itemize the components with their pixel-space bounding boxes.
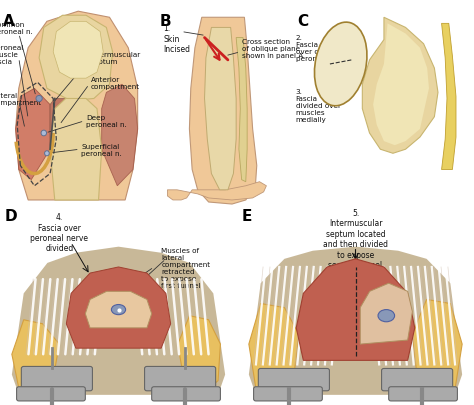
Polygon shape	[39, 16, 113, 101]
FancyBboxPatch shape	[145, 367, 216, 391]
Text: C: C	[298, 14, 309, 29]
Polygon shape	[53, 22, 103, 79]
Polygon shape	[205, 28, 236, 190]
Text: Lateral
compartment: Lateral compartment	[0, 93, 41, 106]
Text: Common
peroneal n.: Common peroneal n.	[0, 22, 33, 35]
Ellipse shape	[41, 131, 46, 136]
FancyBboxPatch shape	[21, 367, 92, 391]
Text: B: B	[159, 14, 171, 29]
FancyBboxPatch shape	[17, 387, 85, 401]
Polygon shape	[442, 24, 456, 170]
Text: 5.
Intermuscular
septum located
and then divided
to expose
second tunnel: 5. Intermuscular septum located and then…	[323, 209, 388, 269]
Polygon shape	[296, 259, 415, 360]
Text: Deep
peroneal n.: Deep peroneal n.	[86, 115, 127, 128]
Text: 1.
Skin
Incised: 1. Skin Incised	[163, 24, 190, 54]
Polygon shape	[412, 300, 462, 393]
Ellipse shape	[314, 23, 367, 107]
Polygon shape	[178, 316, 220, 389]
Ellipse shape	[45, 151, 49, 156]
Text: A: A	[3, 14, 15, 29]
Polygon shape	[16, 12, 137, 200]
Polygon shape	[16, 89, 50, 180]
Text: Superficial
peroneal n.: Superficial peroneal n.	[82, 143, 122, 156]
Polygon shape	[373, 24, 429, 146]
Text: 2.
Fascia divided
over common
peroneal nerve: 2. Fascia divided over common peroneal n…	[296, 35, 350, 62]
Polygon shape	[167, 182, 266, 200]
FancyBboxPatch shape	[254, 387, 322, 401]
FancyBboxPatch shape	[258, 369, 329, 391]
Text: Muscles of
lateral
compartment
retracted
to expose
first tunnel: Muscles of lateral compartment retracted…	[161, 247, 210, 288]
Polygon shape	[50, 99, 69, 174]
Ellipse shape	[378, 310, 394, 322]
Polygon shape	[249, 247, 462, 395]
FancyBboxPatch shape	[382, 369, 453, 391]
FancyBboxPatch shape	[389, 387, 457, 401]
Polygon shape	[360, 284, 412, 344]
Polygon shape	[85, 292, 152, 328]
Polygon shape	[12, 247, 225, 395]
Text: Cross section
of oblique plane
shown in panel A: Cross section of oblique plane shown in …	[242, 38, 303, 59]
Polygon shape	[50, 99, 102, 200]
Polygon shape	[66, 267, 171, 348]
Polygon shape	[12, 320, 59, 393]
Polygon shape	[236, 38, 247, 182]
Text: Intermuscular
septum: Intermuscular septum	[91, 52, 141, 65]
Polygon shape	[362, 18, 438, 154]
Polygon shape	[249, 304, 299, 393]
Polygon shape	[102, 85, 137, 186]
Text: 3.
Fascia
divided over
muscles
medially: 3. Fascia divided over muscles medially	[296, 88, 341, 122]
Text: D: D	[5, 209, 18, 224]
Ellipse shape	[36, 96, 42, 102]
Text: Anterior
compartment: Anterior compartment	[91, 77, 140, 90]
Ellipse shape	[111, 305, 126, 315]
FancyBboxPatch shape	[152, 387, 220, 401]
Text: E: E	[242, 209, 252, 224]
Text: Peroneal
muscle
fascia: Peroneal muscle fascia	[0, 45, 23, 65]
Text: 4.
Fascia over
peroneal nerve
divided: 4. Fascia over peroneal nerve divided	[30, 213, 88, 253]
Polygon shape	[190, 18, 257, 205]
